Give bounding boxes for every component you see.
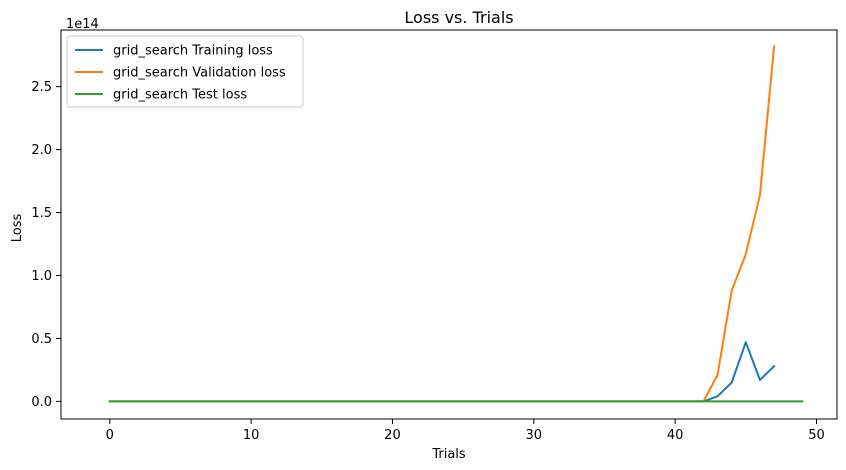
y-tick-label: 1.0: [31, 269, 52, 284]
x-tick-label: 30: [526, 428, 543, 443]
legend: grid_search Training loss grid_search Val…: [66, 35, 304, 108]
legend-label-0: grid_search Training loss: [113, 44, 273, 59]
plot-area: 0 10 20 30 40 50 0.0 0.5 1.0 1.5 2.0 2.5: [31, 29, 838, 443]
y-tick-label: 0.5: [31, 332, 52, 347]
y-axis-label: Loss: [10, 214, 25, 243]
x-axis-label: Trials: [431, 447, 466, 462]
x-tick-label: 40: [667, 428, 684, 443]
y-tick-label: 1.5: [31, 206, 52, 221]
y-offset-label: 1e14: [66, 17, 99, 32]
y-tick-label: 0.0: [31, 395, 52, 410]
x-tick-label: 50: [808, 428, 825, 443]
legend-label-2: grid_search Test loss: [113, 88, 247, 103]
x-tick-label: 0: [106, 428, 114, 443]
legend-box: [66, 35, 304, 108]
y-tick-label: 2.5: [31, 80, 52, 95]
legend-label-1: grid_search Validation loss: [113, 66, 286, 81]
y-tick-label: 2.0: [31, 143, 52, 158]
x-tick-label: 20: [384, 428, 401, 443]
x-tick-label: 10: [243, 428, 260, 443]
chart-title: Loss vs. Trials: [404, 8, 513, 27]
axes-frame: [60, 29, 838, 420]
